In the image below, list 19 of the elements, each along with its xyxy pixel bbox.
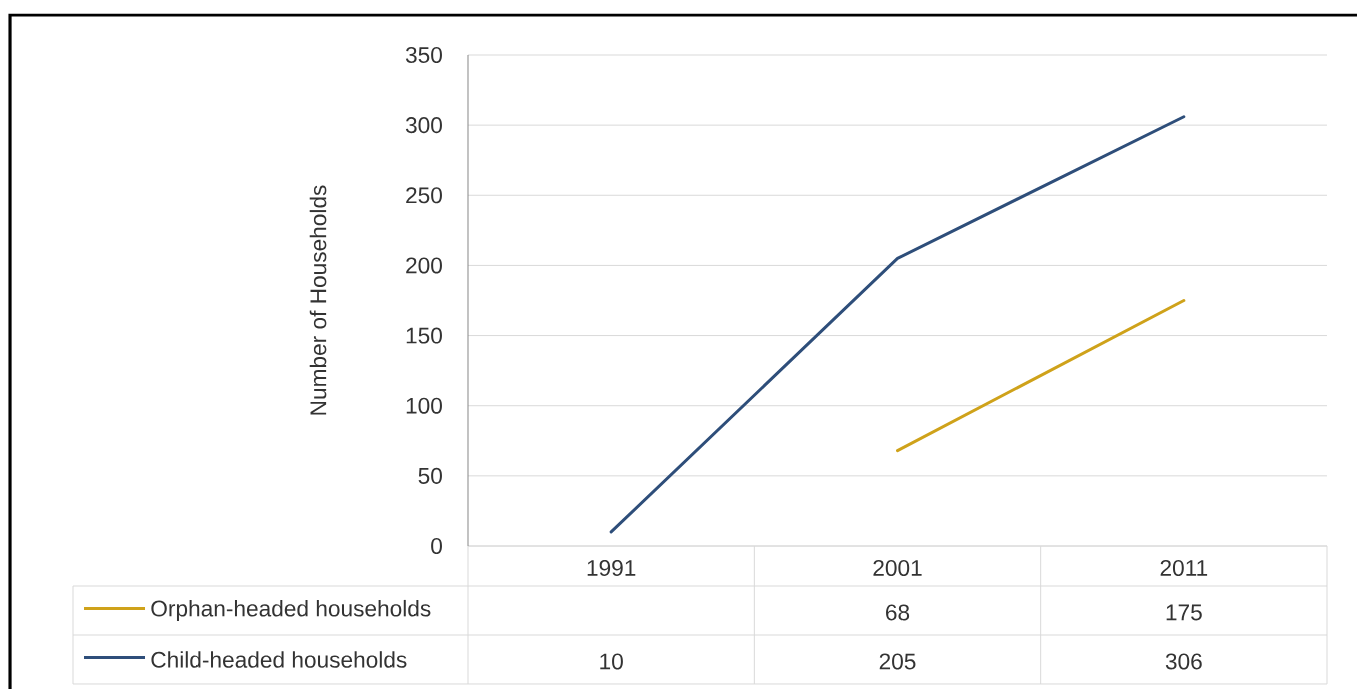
- data-label: 68: [886, 604, 910, 621]
- data-label: 306: [1165, 653, 1202, 670]
- x-tick-label: 1991: [587, 559, 636, 577]
- y-tick-label: 50: [418, 467, 442, 484]
- y-tick-label: 300: [405, 117, 442, 134]
- y-tick-label: 100: [406, 397, 442, 414]
- y-tick-label: 0: [431, 537, 442, 555]
- data-label: 205: [879, 653, 916, 670]
- x-tick-label: 2011: [1160, 559, 1208, 577]
- legend-label: Orphan-headed households: [151, 599, 431, 622]
- y-tick-label: 250: [406, 187, 442, 204]
- data-label: 10: [600, 653, 623, 670]
- y-tick-label: 200: [406, 257, 442, 274]
- data-label: 175: [1166, 604, 1202, 621]
- legend-label: Child-headed households: [151, 651, 407, 668]
- y-axis-title: Number of Households: [309, 185, 327, 415]
- y-tick-label: 350: [405, 46, 442, 64]
- y-tick-label: 150: [406, 327, 442, 344]
- x-tick-label: 2001: [873, 559, 922, 577]
